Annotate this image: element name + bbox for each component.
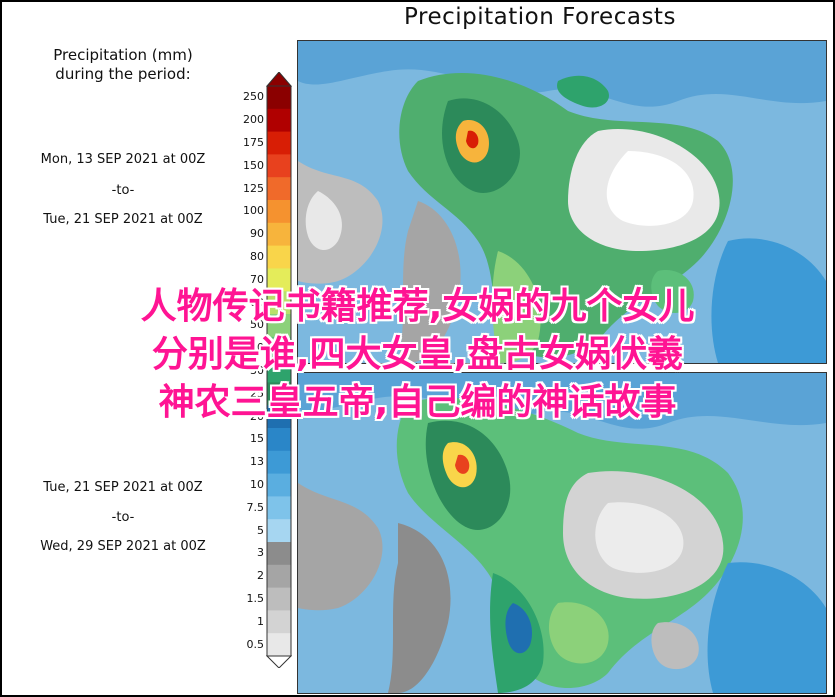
colorbar-segment bbox=[267, 587, 291, 611]
colorbar-tick-label: 25 bbox=[250, 386, 264, 400]
period-1-end: Tue, 21 SEP 2021 at 00Z bbox=[43, 212, 203, 227]
colorbar-segment bbox=[267, 633, 291, 657]
colorbar-tick-label: 30 bbox=[250, 364, 264, 377]
period-1-start: Mon, 13 SEP 2021 at 00Z bbox=[40, 152, 206, 167]
forecast-map-period-1 bbox=[297, 40, 827, 364]
colorbar-tick-label: 40 bbox=[250, 341, 264, 355]
overlay-text-line-1: 人物传记书籍推荐,女娲的九个女儿 bbox=[140, 286, 695, 327]
colorbar-segment bbox=[267, 359, 291, 383]
forecast-map-period-2 bbox=[297, 372, 827, 694]
colorbar-tick-label: 1.5 bbox=[246, 592, 265, 605]
colorbar-tick-label: 150 bbox=[243, 158, 264, 172]
colorbar-tick-label: 100 bbox=[243, 204, 264, 218]
colorbar-segment bbox=[267, 222, 291, 247]
colorbar-segment bbox=[267, 542, 291, 566]
map-2-graphic bbox=[298, 373, 826, 693]
period-2-to: -to- bbox=[111, 510, 135, 525]
period-1-to: -to- bbox=[111, 183, 135, 198]
colorbar-segment bbox=[267, 610, 291, 634]
colorbar-tick-label: 125 bbox=[243, 181, 264, 195]
figure-title: Precipitation Forecasts bbox=[404, 4, 676, 30]
colorbar-tick-label: 15 bbox=[250, 432, 264, 446]
colorbar-tick-label: 1 bbox=[257, 614, 264, 628]
colorbar-segment bbox=[267, 564, 291, 589]
colorbar-segment bbox=[267, 473, 291, 497]
precipitation-colorbar bbox=[265, 71, 293, 669]
colorbar-tick-label: 5 bbox=[257, 523, 264, 537]
colorbar-tick-label: 60 bbox=[250, 295, 264, 309]
overlay-text-line-2: 分别是谁,四大女皇,盘古女娲伏羲 bbox=[151, 334, 684, 375]
colorbar-tick-label: 0.5 bbox=[246, 637, 265, 651]
colorbar-segment bbox=[267, 154, 291, 178]
colorbar-min-arrow bbox=[265, 655, 293, 669]
colorbar-segment bbox=[267, 245, 291, 269]
colorbar-tick-label: 3 bbox=[257, 546, 264, 560]
colorbar-segment bbox=[267, 291, 291, 315]
colorbar-max-arrow bbox=[265, 71, 293, 87]
legend-heading: Precipitation (mm) during the period: bbox=[14, 46, 232, 84]
colorbar-segment bbox=[267, 86, 291, 110]
colorbar-segment bbox=[267, 108, 291, 133]
colorbar-segment bbox=[267, 314, 291, 338]
colorbar-tick-label: 250 bbox=[243, 90, 264, 104]
colorbar-segment bbox=[267, 131, 291, 155]
colorbar-tick-label: 175 bbox=[243, 136, 264, 149]
colorbar-tick-label: 10 bbox=[250, 478, 264, 491]
colorbar-tick-label: 13 bbox=[250, 455, 264, 469]
colorbar-segment bbox=[267, 519, 291, 543]
legend-heading-line2: during the period: bbox=[55, 65, 191, 83]
overlay-text-line-3: 神农三皇五帝,自己编的神话故事 bbox=[158, 382, 677, 423]
colorbar-segment bbox=[267, 428, 291, 452]
colorbar-segment bbox=[267, 336, 291, 361]
map-1-graphic bbox=[298, 41, 826, 363]
colorbar-graphic bbox=[265, 71, 293, 669]
colorbar-tick-label: 50 bbox=[250, 318, 264, 332]
period-2-start: Tue, 21 SEP 2021 at 00Z bbox=[43, 480, 203, 495]
colorbar-tick-label: 90 bbox=[250, 227, 264, 241]
colorbar-tick-label: 80 bbox=[250, 250, 264, 263]
period-2-end: Wed, 29 SEP 2021 at 00Z bbox=[40, 539, 206, 554]
colorbar-segment bbox=[267, 450, 291, 475]
colorbar-tick-label: 2 bbox=[257, 569, 264, 583]
colorbar-tick-label: 200 bbox=[243, 113, 264, 127]
colorbar-tick-label: 70 bbox=[250, 272, 264, 286]
colorbar-tick-label: 20 bbox=[250, 409, 264, 423]
colorbar-segment bbox=[267, 382, 291, 406]
legend-heading-line1: Precipitation (mm) bbox=[53, 46, 193, 64]
colorbar-segment bbox=[267, 405, 291, 429]
colorbar-segment bbox=[267, 268, 291, 292]
colorbar-tick-label: 7.5 bbox=[246, 500, 265, 514]
colorbar-segment bbox=[267, 177, 291, 201]
colorbar-segment bbox=[267, 200, 291, 224]
colorbar-segment bbox=[267, 496, 291, 520]
